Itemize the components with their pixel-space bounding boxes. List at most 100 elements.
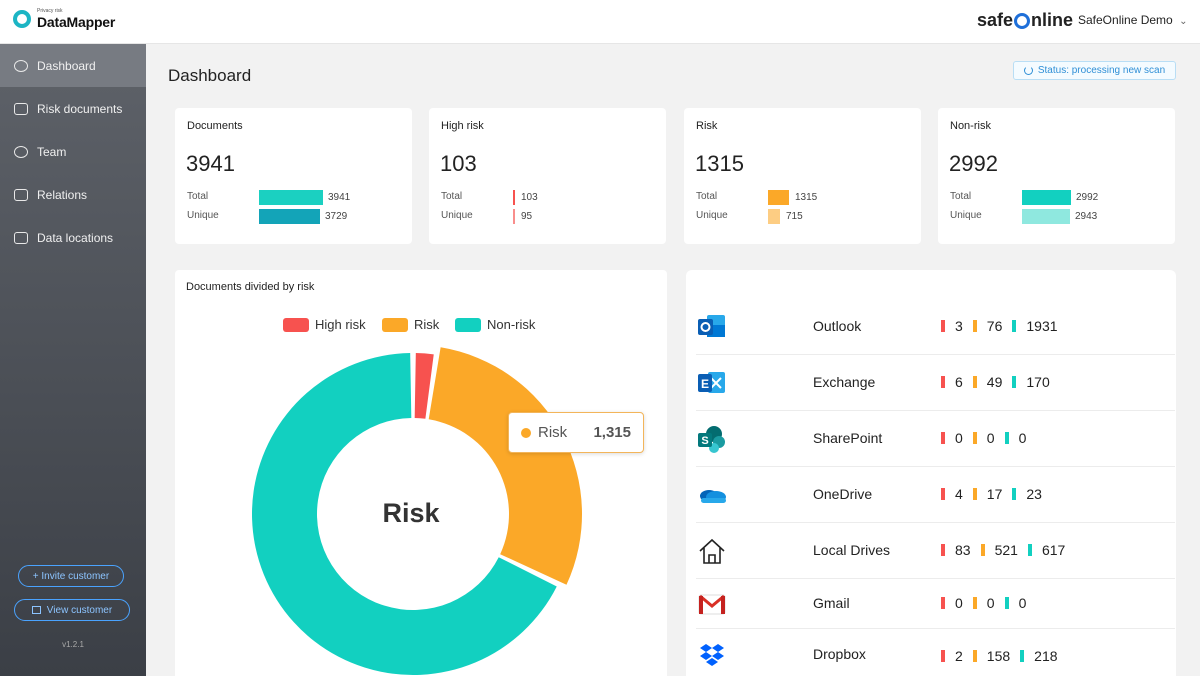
non-risk-count: 0 — [1018, 595, 1027, 611]
status-text: Status: processing new scan — [1037, 65, 1166, 76]
version-label: v1.2.1 — [62, 640, 84, 649]
high-risk-count: 2 — [955, 648, 963, 664]
row-divider — [696, 466, 913, 467]
card-value: 1315 — [695, 151, 744, 176]
documents-card: Documents 3941 Total Unique 3941 3729 — [175, 108, 412, 244]
unique-value: 2943 — [1075, 211, 1098, 222]
gmail-icon — [698, 594, 726, 615]
unique-bar — [513, 209, 515, 224]
non-risk-count: 170 — [1026, 374, 1050, 390]
view-customer-button[interactable]: View customer — [14, 599, 130, 621]
non-risk-marker — [1012, 320, 1017, 332]
card-label: High risk — [441, 120, 484, 132]
logo-tagline: Privacy risk — [37, 8, 63, 14]
outlook-icon — [698, 315, 725, 337]
invite-customer-button[interactable]: + Invite customer — [18, 565, 124, 587]
risk-count: 521 — [994, 542, 1018, 558]
sidebar: Dashboard Risk documents Team Relations … — [0, 44, 146, 676]
source-row-dropbox[interactable]: Dropbox 2 158 218 — [686, 629, 1176, 676]
unique-bar — [1022, 209, 1070, 224]
legend-item-high-risk[interactable]: High risk — [283, 317, 366, 332]
non-risk-count: 23 — [1026, 486, 1042, 502]
page-title: Dashboard — [168, 66, 252, 85]
house-icon — [699, 538, 725, 564]
legend-swatch-risk — [382, 317, 408, 332]
svg-text:S: S — [701, 435, 708, 447]
slice-risk[interactable] — [428, 347, 582, 585]
source-values: 83 521 617 — [941, 542, 1075, 558]
unique-bar — [768, 209, 780, 224]
row-divider — [696, 628, 913, 629]
high-risk-marker — [941, 320, 945, 332]
unique-label: Unique — [950, 210, 982, 221]
high-risk-marker — [941, 597, 945, 609]
customer-menu[interactable]: SafeOnline Demo ⌄ — [1078, 13, 1187, 27]
total-value: 103 — [521, 192, 538, 203]
tooltip-value: 1,315 — [593, 424, 631, 441]
card-label: Risk — [696, 120, 718, 132]
donut-chart: Risk — [252, 347, 582, 675]
non-risk-marker — [1012, 488, 1017, 500]
top-bar: Privacy risk DataMapper safe nline SafeOn… — [0, 0, 1200, 44]
source-values: 0 0 0 — [941, 430, 1036, 446]
non-risk-count: 218 — [1034, 648, 1058, 664]
source-row-onedrive[interactable]: OneDrive 4 17 23 — [686, 467, 1176, 523]
non-risk-marker — [1004, 597, 1009, 609]
unique-bar — [259, 209, 320, 224]
source-row-sharepoint[interactable]: S SharePoint 0 0 0 — [686, 411, 1176, 467]
sidebar-item-risk-documents[interactable]: Risk documents — [0, 87, 146, 130]
source-name: SharePoint — [813, 430, 883, 446]
source-row-outlook[interactable]: Outlook 3 76 1931 — [686, 299, 1176, 355]
source-name: Exchange — [813, 374, 876, 390]
logo[interactable]: Privacy risk DataMapper — [13, 9, 115, 29]
legend-swatch-non-risk — [455, 317, 481, 332]
legend-item-risk[interactable]: Risk — [382, 317, 439, 332]
legend-label: Non-risk — [487, 317, 536, 332]
relations-icon — [14, 188, 28, 201]
non-risk-count: 617 — [1041, 542, 1066, 558]
view-customer-label: View customer — [46, 604, 113, 616]
svg-text:E: E — [701, 377, 709, 391]
refresh-icon — [1023, 66, 1033, 75]
onedrive-icon — [700, 490, 726, 503]
sidebar-item-team[interactable]: Team — [0, 130, 146, 173]
total-bar — [1022, 190, 1071, 205]
sidebar-item-data-locations[interactable]: Data locations — [0, 216, 146, 259]
source-row-local-drives[interactable]: Local Drives 83 521 617 — [686, 523, 1176, 579]
non-risk-count: 1931 — [1026, 318, 1058, 334]
total-label: Total — [187, 191, 209, 202]
row-divider — [696, 578, 913, 579]
row-divider — [696, 522, 913, 523]
slice-non-risk[interactable] — [252, 353, 557, 675]
sidebar-item-relations[interactable]: Relations — [0, 173, 146, 216]
legend-item-non-risk[interactable]: Non-risk — [455, 317, 535, 332]
high-risk-count: 83 — [955, 542, 971, 558]
total-bar — [513, 190, 515, 205]
source-row-exchange[interactable]: E Exchange 6 49 170 — [686, 355, 1176, 411]
risk-count: 49 — [986, 374, 1003, 390]
source-name: Local Drives — [813, 542, 891, 558]
data-sources-card: Outlook 3 76 1931 E Exchange 6 49 170 S … — [686, 270, 1176, 676]
card-value: 3941 — [186, 151, 235, 176]
sharepoint-icon: S — [698, 426, 725, 453]
source-values: 0 0 0 — [941, 595, 1036, 611]
risk-count: 0 — [986, 595, 995, 611]
row-divider — [913, 578, 1175, 579]
customers-icon — [31, 606, 41, 614]
source-name: Gmail — [813, 595, 850, 611]
card-value: 103 — [440, 151, 477, 176]
non-risk-count: 0 — [1018, 430, 1027, 446]
sidebar-item-dashboard[interactable]: Dashboard — [0, 44, 146, 87]
exchange-icon: E — [698, 372, 725, 393]
sidebar-item-label: Data locations — [37, 230, 114, 245]
risk-count: 17 — [986, 486, 1003, 502]
risk-marker — [972, 597, 977, 609]
source-name: OneDrive — [813, 486, 873, 502]
slice-high-risk[interactable] — [414, 353, 434, 419]
source-row-gmail[interactable]: Gmail 0 0 0 — [686, 579, 1176, 629]
high-risk-marker — [941, 488, 945, 500]
risk-count: 76 — [986, 318, 1003, 334]
card-label: Documents — [187, 120, 243, 132]
non-risk-marker — [1012, 376, 1017, 388]
high-risk-count: 0 — [955, 595, 963, 611]
